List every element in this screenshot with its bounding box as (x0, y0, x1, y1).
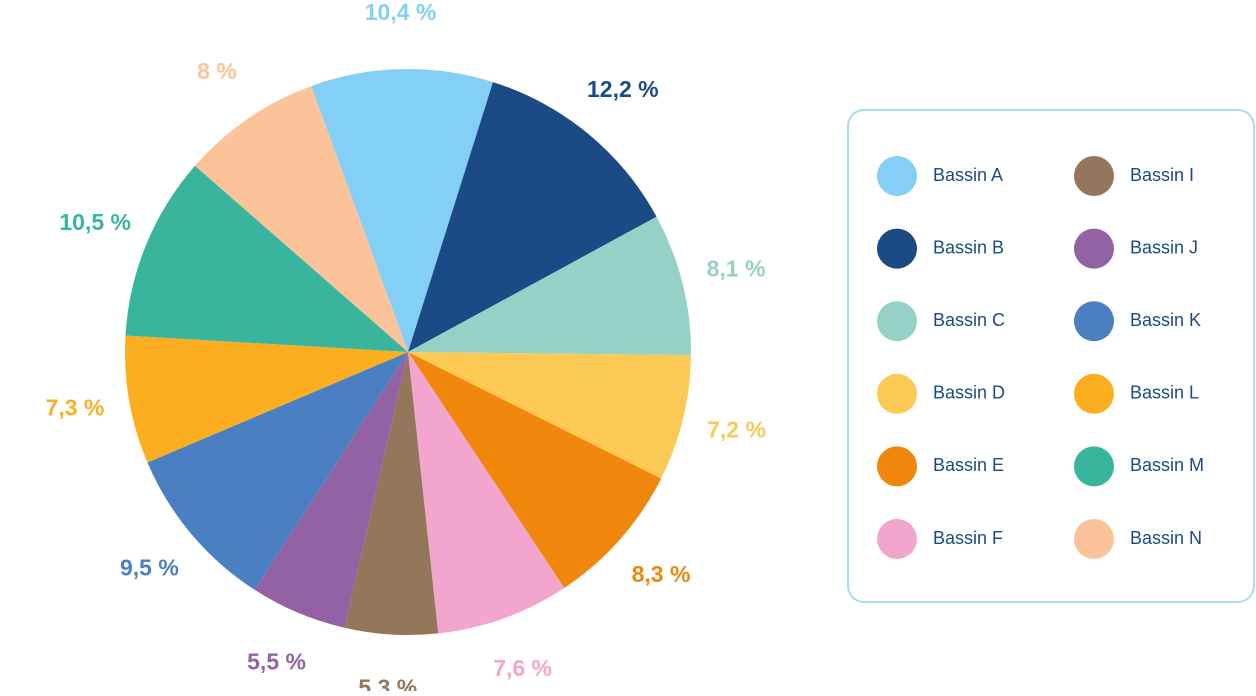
pie-slice (311, 69, 493, 352)
legend-label: Bassin K (1130, 310, 1201, 330)
legend-label: Bassin F (933, 528, 1003, 548)
legend-label: Bassin E (933, 455, 1004, 475)
legend-swatch (1074, 373, 1114, 414)
legend-label: Bassin D (933, 383, 1005, 403)
pie-slice (124, 335, 408, 463)
value-label: 10,4 % (365, 0, 437, 25)
legend-label: Bassin B (933, 237, 1004, 257)
value-label: 12,2 % (587, 76, 659, 102)
pie-slice (254, 352, 408, 628)
pie-slice (194, 86, 408, 352)
pie-slice (408, 352, 691, 479)
legend-label: Bassin J (1130, 237, 1198, 257)
legend-label: Bassin I (1130, 165, 1194, 185)
legend-label: Bassin A (933, 165, 1003, 185)
legend-label: Bassin C (933, 310, 1005, 330)
pie-slice (408, 352, 565, 634)
value-label: 8,3 % (632, 561, 691, 587)
value-label: 7,6 % (493, 655, 552, 681)
legend-swatch (877, 519, 917, 559)
legend-label: Bassin M (1130, 455, 1204, 475)
value-label: 8,1 % (707, 256, 766, 282)
legend-swatch (877, 228, 917, 269)
value-label: 7,3 % (46, 395, 105, 421)
value-label: 7,2 % (707, 417, 766, 443)
pie-slice (408, 82, 657, 353)
legend-swatch (877, 156, 917, 196)
legend-swatch (877, 301, 917, 342)
pie-slice (125, 165, 408, 352)
legend-swatch (877, 373, 917, 414)
legend-swatch (1074, 446, 1114, 487)
value-label: 5,5 % (247, 648, 306, 674)
legend-swatch (1074, 519, 1114, 559)
pie-slice (408, 216, 691, 356)
legend-swatch (1074, 228, 1114, 269)
pie-slice (147, 352, 408, 590)
legend-label: Bassin L (1130, 383, 1199, 403)
pie-slice (344, 352, 439, 635)
value-label: 8 % (197, 58, 237, 84)
legend-swatch (877, 446, 917, 487)
value-label: 5,3 % (358, 674, 417, 691)
legend-label: Bassin N (1130, 528, 1202, 548)
legend-swatch (1074, 156, 1114, 196)
value-label: 10,5 % (59, 209, 131, 235)
legend-box (847, 109, 1255, 603)
pie-slice (408, 352, 662, 588)
value-label: 9,5 % (120, 555, 179, 581)
legend-swatch (1074, 301, 1114, 342)
